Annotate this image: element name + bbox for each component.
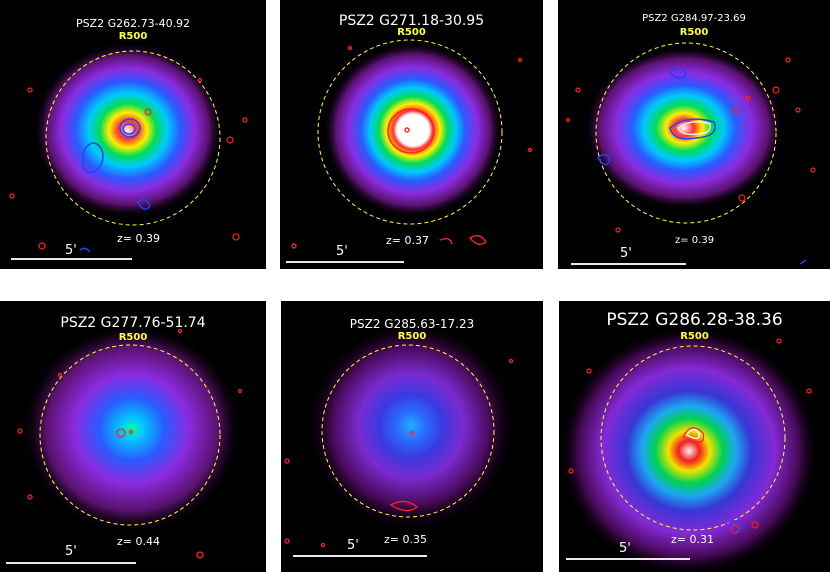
redshift-label-3: z= 0.39 (675, 235, 715, 246)
scale-bar-1 (11, 258, 132, 260)
cluster-title-4: PSZ2 G277.76-51.74 (60, 315, 206, 331)
redshift-label-4: z= 0.44 (117, 535, 160, 548)
scale-label-2: 5' (336, 244, 348, 259)
r500-circle (600, 345, 786, 531)
cluster-panel-1: PSZ2 G262.73-40.92 R500 z= 0.39 5' (0, 0, 266, 269)
blue-contours (728, 520, 744, 531)
cluster-emission (323, 42, 503, 218)
radio-contours (568, 338, 812, 534)
r500-circle (317, 39, 503, 225)
xray-image-3 (565, 42, 816, 265)
scale-bar-4 (6, 562, 136, 564)
radio-contours (17, 328, 243, 559)
xray-image-6 (559, 326, 819, 572)
scale-label-6: 5' (619, 541, 631, 556)
cluster-panel-2: PSZ2 G271.18-30.95 R500 z= 0.37 5' (280, 0, 543, 269)
radio-contours (291, 45, 533, 249)
r500-circle (595, 42, 777, 224)
radio-contours (9, 77, 248, 250)
radio-contours (284, 358, 514, 548)
cluster-emission (559, 326, 819, 572)
redshift-label-2: z= 0.37 (386, 234, 429, 247)
xray-image-2 (291, 39, 533, 249)
cluster-title-5: PSZ2 G285.63-17.23 (349, 317, 475, 331)
scale-bar-5 (293, 555, 427, 557)
cluster-title-1: PSZ2 G262.73-40.92 (75, 17, 191, 30)
cluster-title-2: PSZ2 G271.18-30.95 (338, 13, 485, 29)
cluster-emission (306, 321, 516, 531)
scale-label-4: 5' (65, 544, 77, 559)
radio-contours (565, 57, 816, 233)
xray-image-1 (9, 42, 248, 253)
r500-label-5: R500 (397, 331, 427, 342)
cluster-panel-3: PSZ2 G284.97-23.69 R500 z= 0.39 5' (558, 0, 830, 269)
scale-label-5: 5' (347, 538, 359, 553)
xray-image-4 (17, 324, 243, 559)
scale-bar-3 (571, 263, 686, 265)
r500-label-6: R500 (680, 331, 709, 342)
scale-bar-6 (566, 558, 690, 560)
cluster-emission (584, 46, 784, 210)
cluster-title-6: PSZ2 G286.28-38.36 (606, 310, 783, 330)
blue-contours (597, 67, 807, 265)
scale-label-1: 5' (65, 243, 77, 258)
cluster-panel-4: PSZ2 G277.76-51.74 R500 z= 0.44 5' (0, 301, 266, 572)
scale-bar-2 (286, 261, 404, 263)
r500-circle (45, 50, 221, 226)
cluster-emission (33, 42, 223, 218)
cluster-panel-5: PSZ2 G285.63-17.23 R500 z= 0.35 5' (281, 301, 543, 572)
r500-circle (321, 344, 495, 518)
r500-label-2: R500 (397, 27, 426, 38)
cluster-title-3: PSZ2 G284.97-23.69 (642, 13, 746, 24)
white-contours (686, 428, 700, 440)
r500-circle (39, 344, 221, 526)
xray-image-5 (284, 321, 516, 548)
cluster-panel-6: PSZ2 G286.28-38.36 R500 z= 0.31 5' (559, 301, 830, 572)
redshift-label-5: z= 0.35 (384, 533, 427, 546)
redshift-label-1: z= 0.39 (117, 232, 160, 245)
r500-label-1: R500 (118, 31, 148, 42)
r500-label-3: R500 (679, 27, 709, 38)
white-contours (677, 121, 711, 135)
r500-label-4: R500 (118, 332, 148, 343)
blue-contours (79, 118, 151, 253)
scale-label-3: 5' (620, 246, 632, 261)
cluster-emission (22, 324, 242, 534)
redshift-label-6: z= 0.31 (671, 533, 714, 546)
